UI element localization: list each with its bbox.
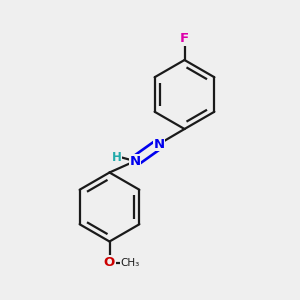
Text: CH₃: CH₃ (120, 257, 140, 268)
Text: O: O (104, 256, 115, 269)
Text: N: N (153, 137, 165, 151)
Text: N: N (129, 154, 141, 168)
Text: H: H (112, 151, 121, 164)
Text: F: F (180, 32, 189, 45)
